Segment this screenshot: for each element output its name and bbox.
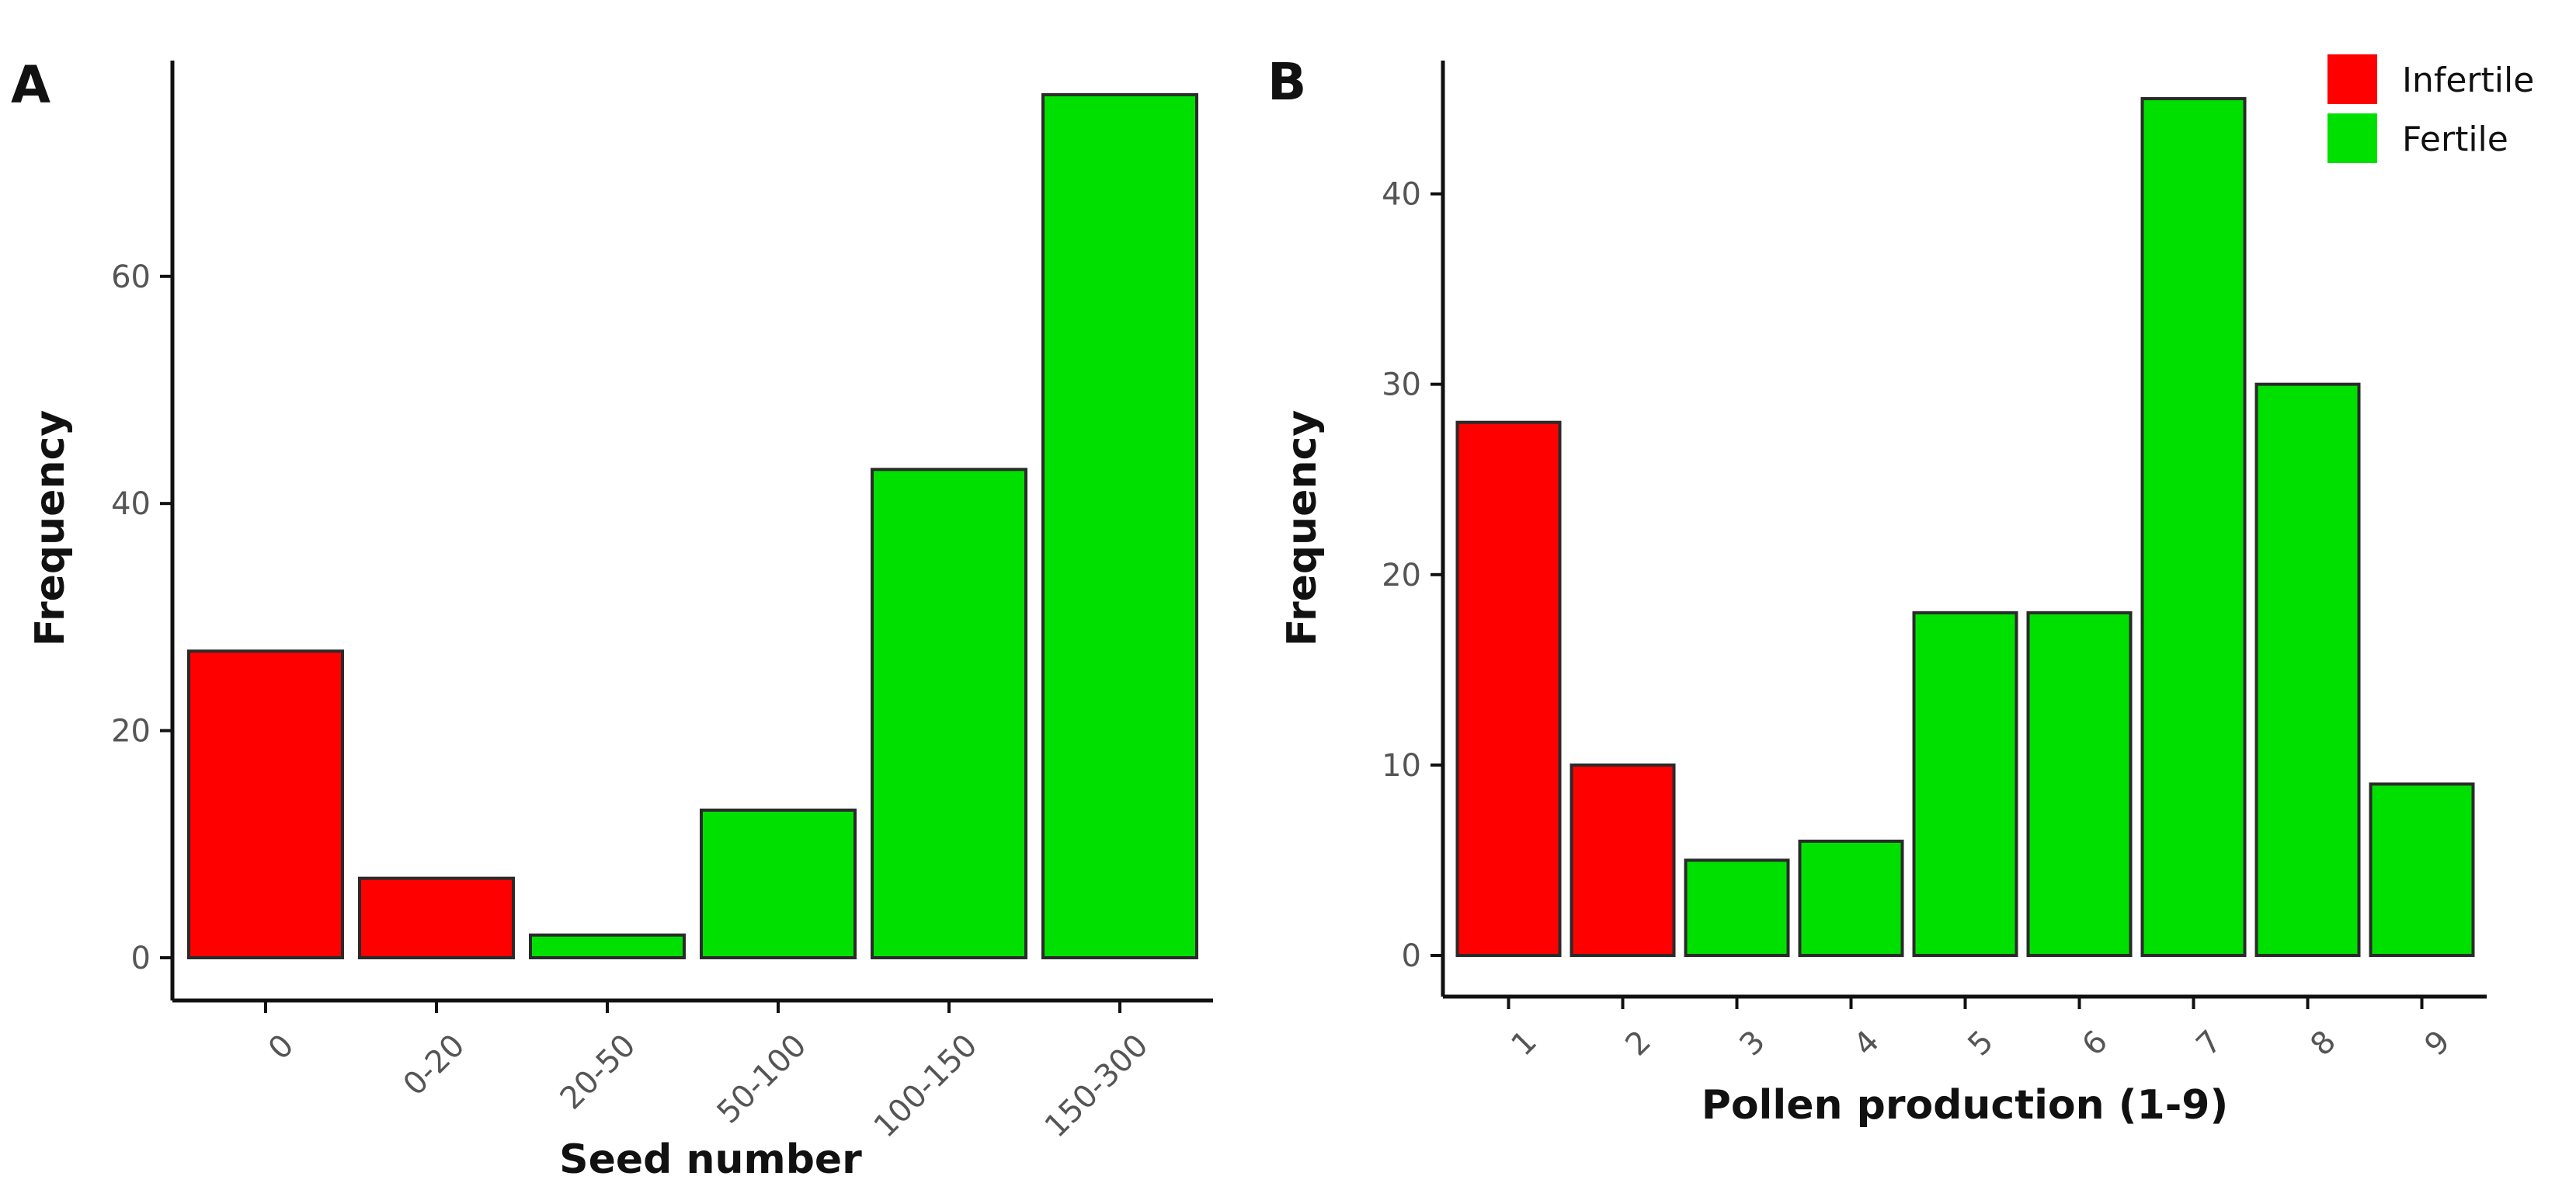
- panel-a-x-tick-label-100-150: 100-150: [867, 1028, 985, 1145]
- panel-a-y-tick-label-20: 20: [111, 714, 151, 750]
- panel-b-x-tick-label-9: 9: [2418, 1024, 2457, 1063]
- panel-a-y-tick-label-40: 40: [111, 486, 151, 522]
- legend-label-infertile: Infertile: [2402, 61, 2534, 100]
- panel-b: B 1 2 3 4 5 6 7 8 9 0 10 20 30 40 Pollen production (…: [1267, 52, 2534, 1129]
- panel-b-x-tick-label-6: 6: [2075, 1024, 2115, 1063]
- panel-b-y-tick-label-40: 40: [1382, 177, 1421, 213]
- panel-b-x-tick-label-3: 3: [1733, 1024, 1772, 1063]
- panel-a-bars: [187, 92, 1198, 960]
- panel-a-bar-100-150: [871, 468, 1027, 959]
- panel-a-x-tick-label-0-20: 0-20: [397, 1028, 472, 1103]
- panel-b-y-tick-label-0: 0: [1402, 938, 1421, 974]
- panel-a-bar-20-50: [529, 933, 686, 960]
- panel-a-bar-0-20: [358, 876, 515, 959]
- panel-a-x-axis-title: Seed number: [559, 1136, 862, 1183]
- panel-b-axes: 1 2 3 4 5 6 7 8 9 0 10 20 30 40: [1382, 61, 2487, 1063]
- panel-b-bar-5: [1912, 611, 2018, 958]
- panel-b-x-tick-label-1: 1: [1504, 1024, 1544, 1063]
- panel-b-bar-4: [1798, 839, 1904, 957]
- panel-a-bar-0: [187, 649, 344, 959]
- panel-b-x-tick-label-4: 4: [1847, 1024, 1886, 1063]
- panel-b-bar-8: [2254, 382, 2361, 957]
- panel-a-x-tick-label-50-100: 50-100: [711, 1028, 814, 1131]
- panel-a-y-axis-title: Frequency: [27, 410, 74, 646]
- panel-b-y-axis-title: Frequency: [1279, 410, 1326, 646]
- panel-b-x-axis-title: Pollen production (1-9): [1702, 1082, 2229, 1129]
- panel-b-bar-9: [2369, 782, 2475, 957]
- legend-swatch-infertile: [2327, 54, 2377, 104]
- legend: Infertile Fertile: [2327, 54, 2534, 163]
- legend-label-fertile: Fertile: [2402, 120, 2508, 159]
- panel-b-y-tick-label-20: 20: [1382, 558, 1421, 593]
- panel-letter-a: A: [11, 55, 50, 115]
- panel-b-bar-2: [1570, 763, 1676, 957]
- panel-a: A 0 0-20 20-50 50-100 100-150 150-3000204060 …: [11, 55, 1213, 1183]
- panel-a-y-tick-label-60: 60: [111, 259, 151, 295]
- panel-a-x-tick-label-20-50: 20-50: [554, 1028, 643, 1117]
- panel-a-bar-50-100: [700, 808, 857, 960]
- panel-b-bar-3: [1684, 858, 1790, 957]
- panel-a-x-tick-label-0: 0: [262, 1028, 301, 1067]
- panel-a-x-tick-label-150-300: 150-300: [1038, 1028, 1156, 1145]
- panel-b-y-tick-label-30: 30: [1382, 367, 1421, 403]
- panel-letter-b: B: [1267, 52, 1306, 112]
- panel-b-y-tick-label-10: 10: [1382, 748, 1421, 784]
- panel-b-x-tick-label-2: 2: [1618, 1024, 1658, 1063]
- panel-a-bar-150-300: [1041, 92, 1198, 960]
- panel-b-bar-1: [1455, 420, 1562, 957]
- panel-b-x-tick-label-8: 8: [2303, 1024, 2343, 1063]
- panel-b-bar-7: [2140, 97, 2247, 958]
- panel-a-y-tick-label-0: 0: [131, 941, 151, 976]
- legend-swatch-fertile: [2327, 113, 2377, 163]
- panel-b-x-tick-label-7: 7: [2189, 1024, 2229, 1063]
- panel-b-x-tick-label-5: 5: [1961, 1024, 2001, 1063]
- panel-b-bar-6: [2026, 611, 2133, 958]
- panel-b-bars: [1455, 97, 2475, 958]
